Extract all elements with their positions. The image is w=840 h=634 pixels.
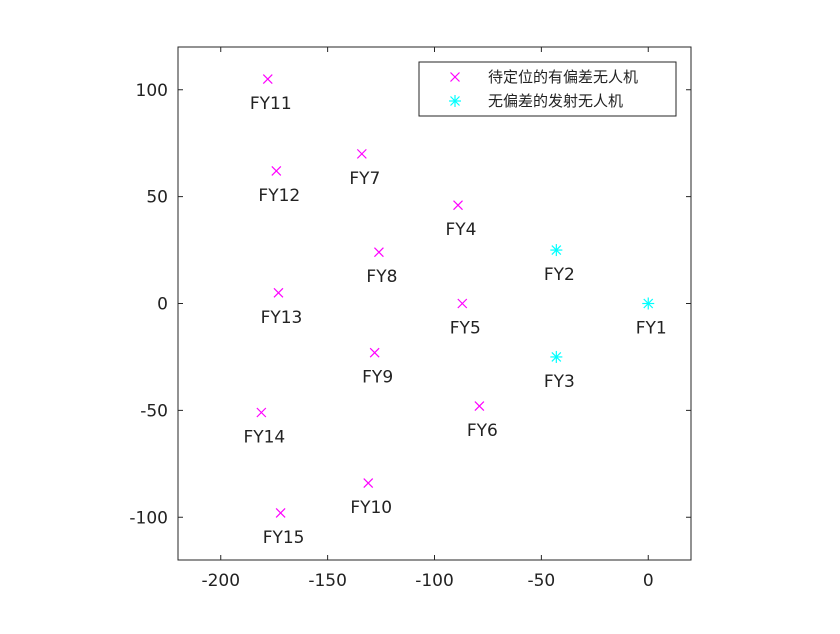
y-tick-label: 0 [157, 295, 168, 315]
x-marker-fy11 [262, 74, 273, 84]
y-tick-label: 50 [146, 188, 168, 208]
x-marker-fy14 [256, 407, 267, 418]
x-marker-fy12 [271, 166, 282, 176]
axis-ticks: -200 -150 -100 -50 0 -100 -50 0 50 100 [129, 47, 691, 591]
point-label-fy12: FY12 [258, 186, 300, 206]
y-tick-label: -50 [140, 401, 168, 421]
legend-box [418, 61, 677, 117]
x-marker-fy5 [457, 298, 468, 309]
x-marker-fy9 [369, 347, 380, 358]
point-label-fy7: FY7 [349, 169, 380, 189]
legend-marker-1 [449, 95, 461, 107]
asterisk-marker-fy1 [642, 297, 655, 310]
legend-entry-0: 待定位的有偏差无人机 [488, 68, 638, 86]
point-label-fy15: FY15 [263, 528, 305, 548]
y-tick-label: 100 [136, 81, 168, 101]
point-label-fy10: FY10 [350, 498, 392, 518]
x-tick-label: -200 [201, 571, 240, 591]
legend-entry-1: 无偏差的发射无人机 [488, 92, 623, 110]
point-label-fy2: FY2 [544, 265, 575, 285]
point-label-fy14: FY14 [243, 428, 285, 448]
legend-marker-0 [450, 72, 460, 82]
x-marker-fy4 [453, 200, 463, 211]
data-points: FY4 FY5 FY6 FY7 FY8 FY9 FY10 FY11 FY12 FY13 FY14 FY… [243, 74, 667, 548]
x-marker-fy10 [363, 478, 374, 488]
asterisk-marker-fy3 [550, 350, 563, 363]
point-label-fy11: FY11 [250, 94, 292, 114]
point-label-fy9: FY9 [362, 368, 393, 388]
point-label-fy5: FY5 [450, 319, 481, 339]
point-label-fy6: FY6 [467, 421, 498, 441]
plot-area [177, 46, 692, 561]
x-tick-label: -150 [308, 571, 347, 591]
x-marker-fy6 [474, 401, 485, 412]
asterisk-marker-fy2 [550, 244, 563, 257]
point-label-fy8: FY8 [366, 267, 397, 287]
y-tick-label: -100 [129, 508, 168, 528]
x-marker-fy8 [374, 247, 384, 258]
x-tick-label: -50 [527, 571, 555, 591]
point-label-fy1: FY1 [636, 319, 667, 339]
point-label-fy4: FY4 [446, 220, 477, 240]
x-tick-label: 0 [643, 571, 654, 591]
x-marker-fy15 [275, 508, 286, 518]
x-marker-fy13 [273, 287, 284, 298]
x-marker-fy7 [356, 148, 367, 159]
point-label-fy13: FY13 [261, 308, 303, 328]
point-label-fy3: FY3 [544, 372, 575, 392]
x-tick-label: -100 [415, 571, 454, 591]
